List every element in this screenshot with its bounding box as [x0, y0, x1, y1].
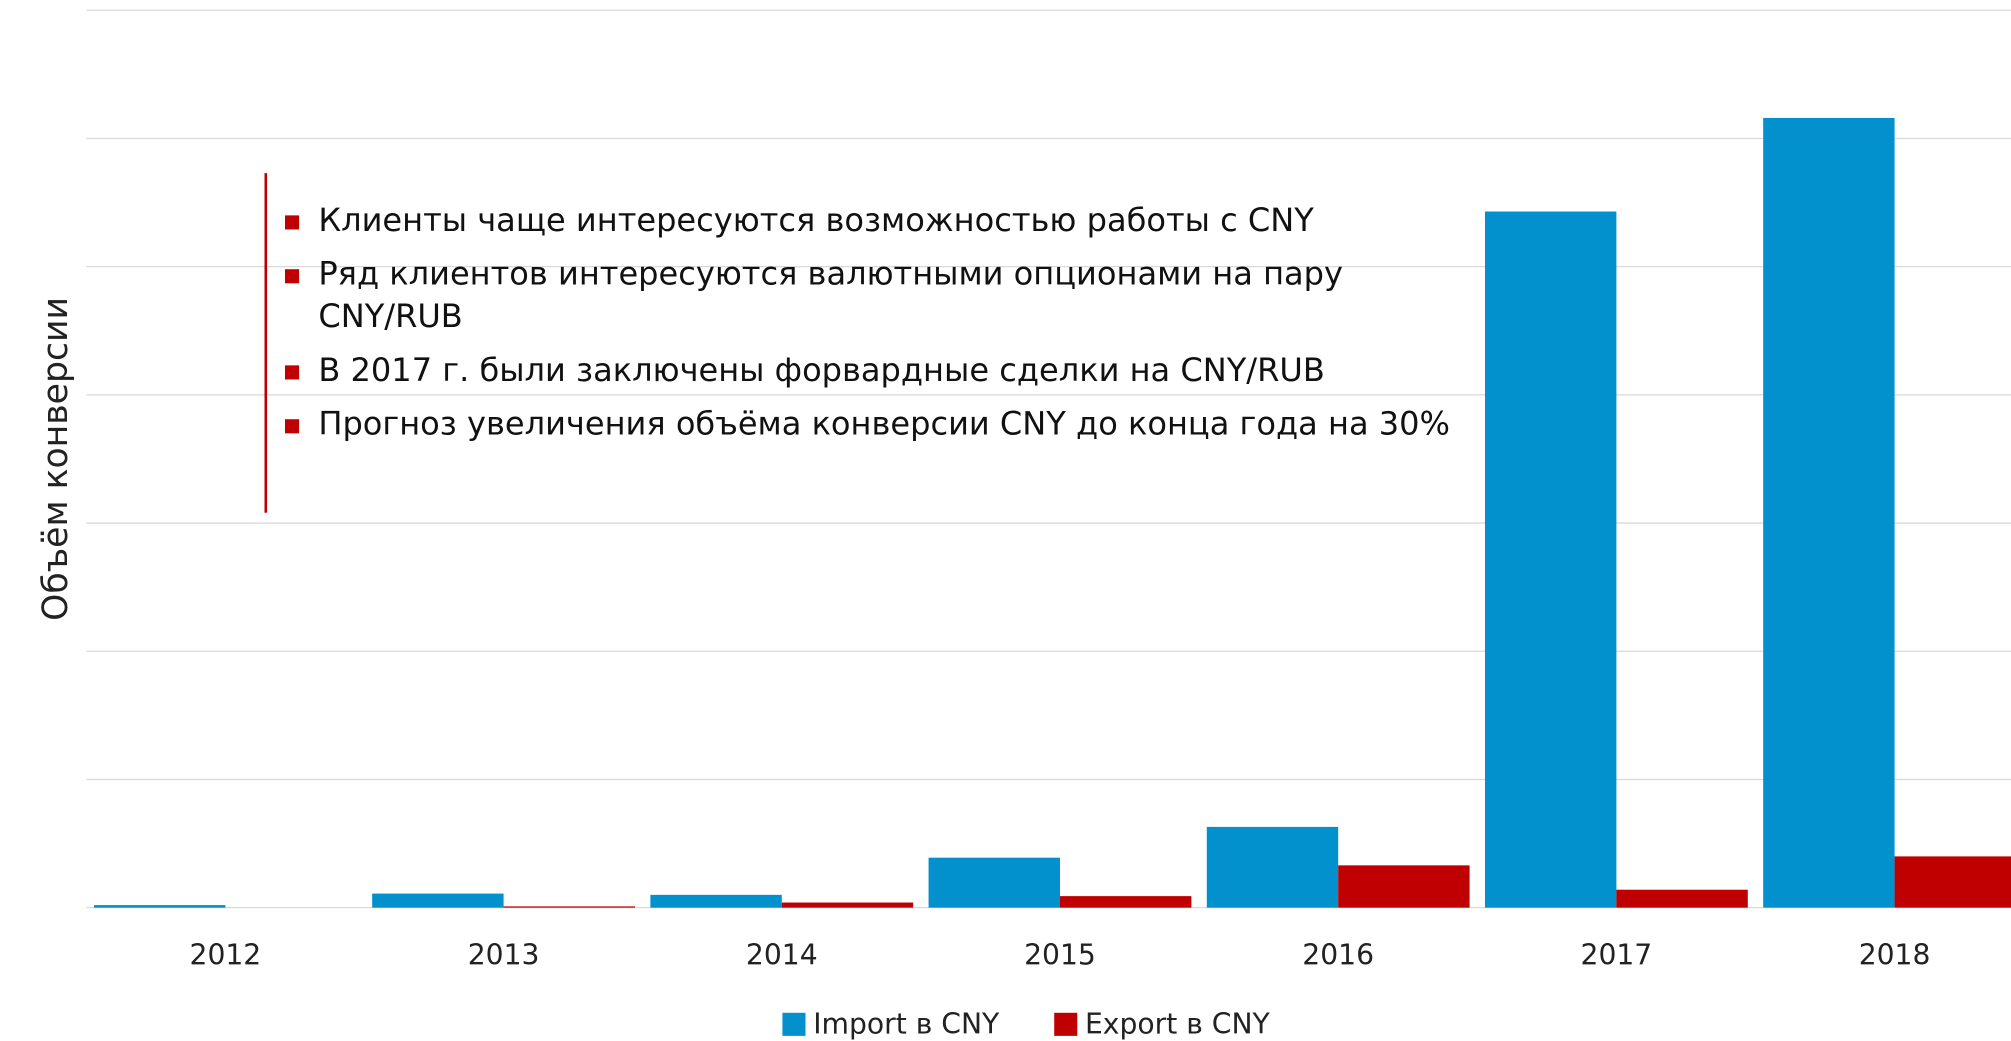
x-tick-label: 2016 — [1302, 938, 1374, 971]
y-axis-title: Объём конверсии — [36, 297, 76, 621]
legend-swatch — [1054, 1012, 1078, 1036]
annotations: Клиенты чаще интересуются возможностью р… — [282, 199, 1487, 445]
bar — [1763, 117, 1895, 908]
bar — [372, 893, 504, 908]
bar — [1338, 865, 1470, 908]
x-tick-label: 2015 — [1024, 938, 1096, 971]
bar — [1616, 889, 1748, 908]
bar — [1484, 211, 1617, 908]
annotation: Клиенты чаще интересуются возможностью р… — [282, 199, 1487, 241]
annotation: Прогноз увеличения объёма конверсии CNY … — [282, 403, 1487, 445]
bar — [1206, 826, 1339, 908]
legend-label: Export в CNY — [1085, 1008, 1271, 1041]
annotation: Ряд клиентов интересуются валютными опци… — [282, 253, 1487, 338]
bar — [928, 857, 1060, 908]
annotation: В 2017 г. были заключены форвардные сдел… — [282, 349, 1487, 391]
bar — [93, 905, 226, 908]
bar — [650, 894, 782, 908]
bar — [503, 906, 635, 908]
annotation-box: Клиенты чаще интересуются возможностью р… — [282, 199, 1487, 445]
bar — [781, 902, 914, 908]
x-tick-label: 2014 — [746, 938, 818, 971]
x-tick-label: 2013 — [468, 938, 540, 971]
bar — [1059, 896, 1192, 908]
bar — [1894, 856, 2011, 908]
x-tick-label: 2018 — [1859, 938, 1931, 971]
legend-label: Import в CNY — [813, 1008, 1000, 1041]
legend-swatch — [782, 1012, 806, 1036]
x-tick-label: 2017 — [1581, 938, 1653, 971]
x-tick-label: 2012 — [190, 938, 262, 971]
